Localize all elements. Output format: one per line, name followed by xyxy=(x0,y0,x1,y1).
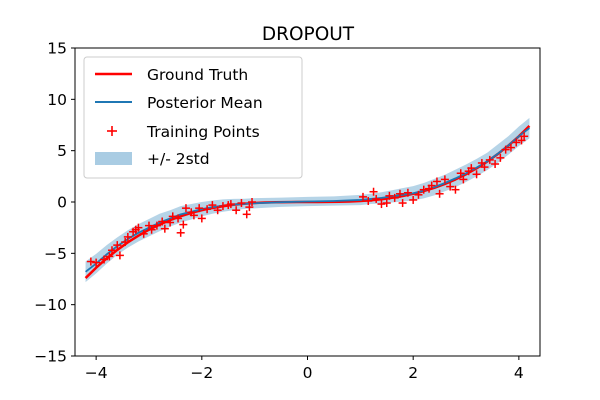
training-point xyxy=(168,212,177,221)
training-point xyxy=(208,201,217,210)
training-point xyxy=(512,138,521,147)
training-point xyxy=(520,132,529,141)
training-point xyxy=(115,251,124,260)
legend-band-label: +/- 2std xyxy=(147,150,210,168)
x-tick-label: 4 xyxy=(514,364,524,382)
training-point xyxy=(176,228,185,237)
training-point xyxy=(160,224,169,233)
training-point xyxy=(166,218,175,227)
training-point xyxy=(232,206,241,215)
training-point xyxy=(403,188,412,197)
training-point xyxy=(446,182,455,191)
legend-training-points-label: Training Points xyxy=(146,123,260,141)
y-tick-label: −5 xyxy=(44,245,67,263)
training-point xyxy=(395,189,404,198)
training-point xyxy=(364,196,373,205)
legend: Ground Truth Posterior Mean Training Poi… xyxy=(83,56,303,179)
training-point xyxy=(100,255,109,264)
x-tick-label: −4 xyxy=(85,364,108,382)
legend-band-swatch xyxy=(95,152,132,165)
training-point xyxy=(242,210,251,219)
training-point xyxy=(226,200,235,209)
training-point xyxy=(203,205,212,214)
training-point xyxy=(467,164,476,173)
training-point xyxy=(147,225,156,234)
training-point xyxy=(369,187,378,196)
training-point xyxy=(459,175,468,184)
y-tick-label: 0 xyxy=(57,194,67,212)
x-tick-label: 0 xyxy=(303,364,313,382)
training-point xyxy=(480,163,489,172)
legend-ground-truth-label: Ground Truth xyxy=(147,66,248,84)
x-tick-label: 2 xyxy=(408,364,418,382)
training-point xyxy=(517,136,526,145)
training-point xyxy=(107,246,116,255)
training-point xyxy=(121,238,130,247)
training-point xyxy=(435,189,444,198)
training-point xyxy=(245,203,254,212)
training-point xyxy=(414,190,423,199)
legend-training-points-swatch xyxy=(107,126,117,136)
training-point xyxy=(390,193,399,202)
training-point xyxy=(427,181,436,190)
training-point xyxy=(174,214,183,223)
training-point xyxy=(409,195,418,204)
training-point xyxy=(139,229,148,238)
training-points xyxy=(86,132,529,267)
training-point xyxy=(179,220,188,229)
training-point xyxy=(506,143,515,152)
training-point xyxy=(377,200,386,209)
training-point xyxy=(440,175,449,184)
training-point xyxy=(382,199,391,208)
y-tick-label: −10 xyxy=(34,296,67,314)
training-point xyxy=(113,241,122,250)
training-point xyxy=(237,199,246,208)
y-tick-label: 5 xyxy=(57,142,67,160)
training-point xyxy=(456,169,465,178)
y-axis: −15 −10 −5 0 5 10 15 xyxy=(34,40,75,366)
std-band xyxy=(85,117,530,283)
training-point xyxy=(134,223,143,232)
training-point xyxy=(105,252,114,261)
training-point xyxy=(189,211,198,220)
training-point xyxy=(144,221,153,230)
training-point xyxy=(372,194,381,203)
training-point xyxy=(419,185,428,194)
training-point xyxy=(491,160,500,169)
training-point xyxy=(385,191,394,200)
plot-area xyxy=(84,117,531,283)
training-point xyxy=(86,257,95,266)
training-point xyxy=(472,170,481,179)
legend-posterior-mean-label: Posterior Mean xyxy=(147,94,263,112)
training-point xyxy=(496,153,505,162)
legend-box xyxy=(83,56,303,179)
training-point xyxy=(181,204,190,213)
training-point xyxy=(152,221,161,230)
training-point xyxy=(197,214,206,223)
y-tick-label: 10 xyxy=(47,91,67,109)
chart-title: DROPOUT xyxy=(262,24,355,45)
training-point xyxy=(451,185,460,194)
training-point xyxy=(158,217,167,226)
training-point xyxy=(477,158,486,167)
training-point xyxy=(358,192,367,201)
x-axis: −4 −2 0 2 4 xyxy=(85,356,524,382)
training-point xyxy=(218,202,227,211)
y-tick-label: 15 xyxy=(47,40,67,58)
training-point xyxy=(248,198,257,206)
y-tick-label: −15 xyxy=(34,348,67,366)
x-tick-label: −2 xyxy=(190,364,213,382)
training-point xyxy=(432,177,441,186)
training-point xyxy=(501,145,510,154)
training-point xyxy=(398,199,407,208)
training-point xyxy=(123,232,132,241)
training-point xyxy=(92,258,101,267)
training-point xyxy=(485,155,494,164)
training-point xyxy=(195,204,204,213)
training-point xyxy=(213,206,222,215)
